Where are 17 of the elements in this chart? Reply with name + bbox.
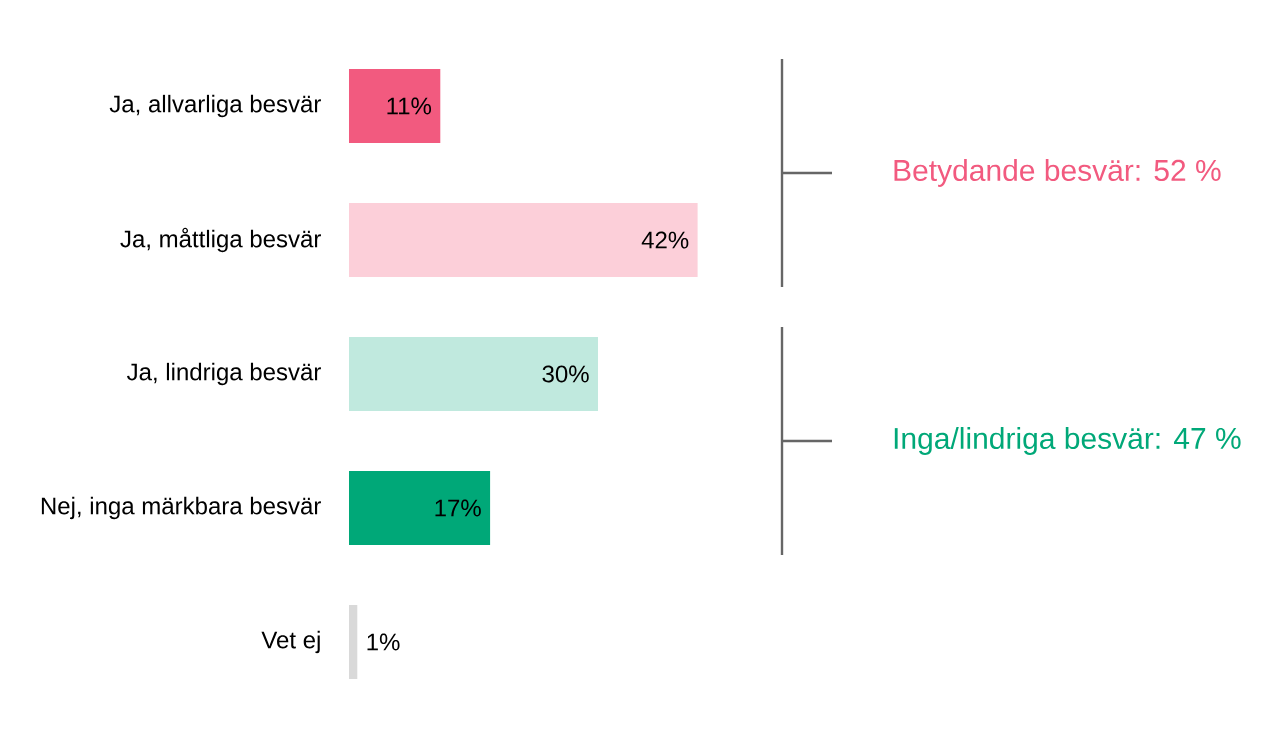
bar [349, 605, 358, 680]
data-label: 11% [387, 97, 432, 115]
text: Betydande besvär: 52 % [894, 159, 1221, 187]
data-label: 1% [367, 633, 400, 651]
y-tick-label: Ja, allvarliga besvär [109, 94, 321, 118]
bar [349, 471, 491, 546]
data-label: 17% [435, 499, 481, 517]
y-tick-label: Ja, lindriga besvär [127, 362, 321, 386]
y-tick-label: Vet ej [261, 630, 320, 654]
text: Inga/lindriga besvär: 47 % [894, 427, 1241, 455]
bar [349, 203, 698, 278]
data-label: 42% [641, 231, 689, 249]
bar [349, 337, 598, 412]
y-tick-label: Ja, måttliga besvär [120, 227, 321, 253]
data-label: 30% [542, 365, 589, 383]
bar [349, 69, 441, 144]
y-tick-label: Nej, inga märkbara besvär [41, 496, 321, 520]
